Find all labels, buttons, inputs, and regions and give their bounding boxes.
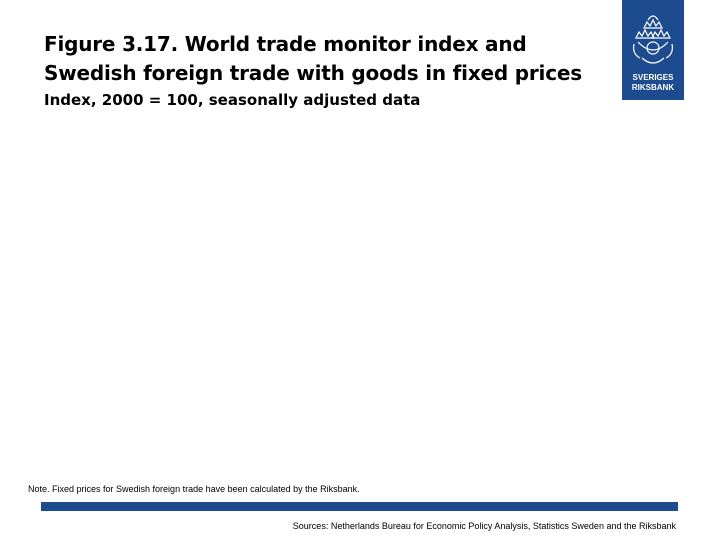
logo-line1: SVERIGES	[633, 73, 675, 82]
footnote: Note. Fixed prices for Swedish foreign t…	[28, 484, 360, 494]
page-title: Figure 3.17. World trade monitor index a…	[44, 32, 582, 85]
logo-line2: RIKSBANK	[632, 83, 674, 92]
page-subtitle: Index, 2000 = 100, seasonally adjusted d…	[44, 91, 421, 109]
sources-text: Sources: Netherlands Bureau for Economic…	[292, 521, 676, 531]
riksbank-crest-icon: SVERIGES RIKSBANK	[632, 15, 675, 92]
footer-rule	[41, 502, 678, 511]
riksbank-logo: SVERIGES RIKSBANK	[622, 0, 684, 100]
chart-area-blank	[44, 120, 678, 478]
